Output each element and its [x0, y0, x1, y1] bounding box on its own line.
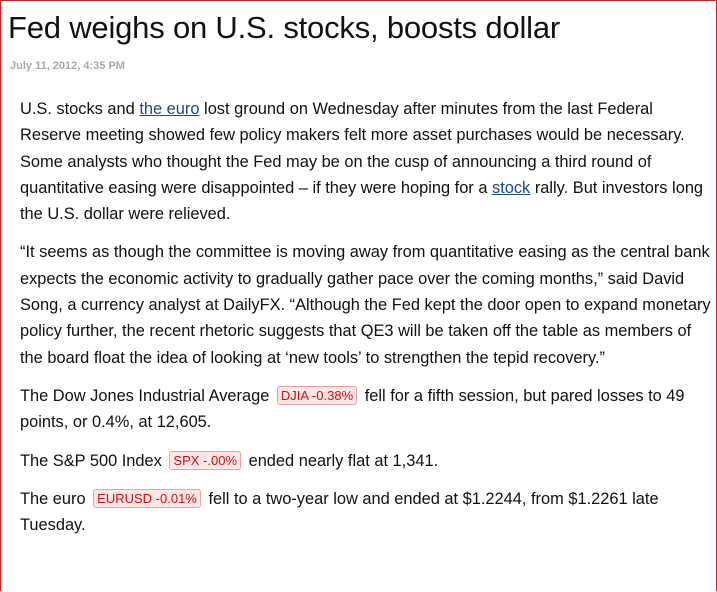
djia-ticker-badge[interactable]: DJIA -0.38% — [276, 385, 358, 405]
paragraph-2: “It seems as though the committee is mov… — [20, 243, 711, 367]
paragraph-5: The euro EURUSD -0.01% fell to a two-yea… — [20, 486, 713, 539]
eurusd-ticker-badge[interactable]: EURUSD -0.01% — [93, 488, 201, 508]
article-date: July 11, 2012, 4:35 PM — [10, 60, 125, 72]
article-title: Fed weighs on U.S. stocks, boosts dollar — [8, 10, 560, 45]
spx-ticker-badge[interactable]: SPX -.00% — [169, 450, 242, 470]
paragraph-3: The Dow Jones Industrial Average DJIA -0… — [20, 383, 713, 436]
paragraph-1-text-b: lost ground on Wednesday after minutes f… — [20, 100, 685, 197]
paragraph-5-text-a: The euro — [20, 489, 86, 508]
paragraph-3-text-b: fell for a fifth session, but pared loss… — [20, 386, 685, 432]
euro-link[interactable]: the euro — [139, 100, 200, 118]
paragraph-3-text-a: The Dow Jones Industrial Average — [20, 386, 270, 405]
stock-link[interactable]: stock — [492, 178, 531, 197]
paragraph-1-text-a: U.S. stocks and — [20, 100, 140, 118]
paragraph-4: The S&P 500 Index SPX -.00% ended nearly… — [20, 448, 713, 474]
paragraph-1-text-c: rally. But investors long the U.S. dolla… — [20, 178, 704, 224]
paragraph-5-text-b: fell to a two-year low and ended at $1.2… — [20, 489, 659, 535]
article-body: U.S. stocks and the euro lost ground on … — [20, 96, 713, 550]
paragraph-4-text-b: ended nearly flat at 1,341. — [248, 451, 439, 470]
paragraph-1: U.S. stocks and the euro lost ground on … — [20, 96, 713, 227]
paragraph-4-text-a: The S&P 500 Index — [20, 451, 162, 470]
